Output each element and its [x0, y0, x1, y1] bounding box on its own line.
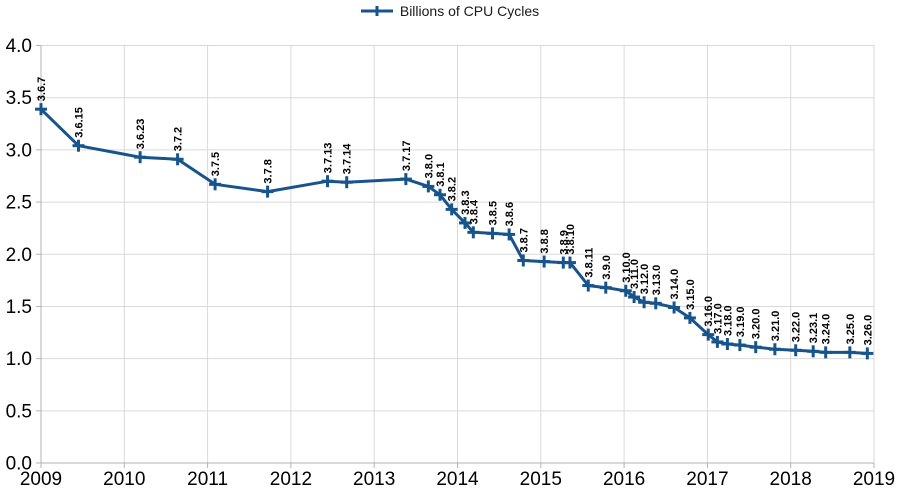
x-axis-label: 2018 [770, 469, 812, 490]
point-marker [702, 328, 715, 341]
point-label: 3.19.0 [735, 307, 747, 338]
x-axis-label: 2017 [686, 469, 728, 490]
y-axis-label: 1.0 [6, 349, 32, 370]
x-axis-label: 2009 [20, 469, 62, 490]
y-axis-label: 2.5 [6, 193, 32, 214]
point-label: 3.14.0 [669, 269, 681, 300]
point-marker [467, 226, 480, 239]
point-label: 3.8.0 [423, 154, 435, 178]
y-axis-label: 2.0 [6, 245, 32, 266]
point-label: 3.11.0 [629, 259, 641, 289]
point-label: 3.10.0 [621, 252, 633, 283]
x-axis-label: 2011 [187, 469, 228, 490]
point-label: 3.8.1 [435, 162, 447, 186]
point-marker [321, 175, 334, 188]
point-label: 3.8.9 [558, 230, 570, 254]
point-marker [843, 346, 856, 359]
point-marker [538, 255, 551, 268]
point-marker [599, 281, 612, 294]
point-label: 3.8.10 [565, 224, 577, 255]
point-label: 3.13.0 [651, 265, 663, 296]
y-axis-label: 3.0 [6, 140, 32, 161]
point-label: 3.12.0 [639, 264, 651, 295]
point-marker [517, 254, 530, 267]
point-label: 3.7.14 [342, 143, 354, 174]
point-marker [486, 227, 499, 240]
y-axis-label: 1.5 [6, 297, 32, 318]
y-axis-label: 4.0 [6, 36, 32, 57]
point-label: 3.6.15 [74, 107, 86, 138]
point-marker [422, 180, 435, 193]
point-marker [711, 335, 724, 348]
point-label: 3.23.1 [808, 313, 820, 344]
point-label: 3.7.5 [210, 152, 222, 176]
point-marker [399, 173, 412, 186]
point-marker [209, 178, 222, 191]
point-label: 3.15.0 [685, 279, 697, 310]
point-marker [35, 103, 47, 116]
x-axis-label: 2015 [520, 469, 562, 490]
point-label: 3.7.13 [323, 143, 335, 174]
point-marker [503, 228, 516, 241]
point-label: 3.8.5 [488, 201, 500, 225]
point-marker [721, 338, 734, 351]
x-axis-label: 2016 [603, 469, 645, 490]
point-marker [72, 139, 85, 152]
point-label: 3.7.17 [401, 141, 413, 172]
point-marker [171, 153, 184, 166]
point-label: 3.8.7 [518, 228, 530, 252]
point-label: 3.22.0 [791, 312, 803, 343]
point-marker [445, 203, 458, 216]
point-marker [768, 343, 781, 356]
point-marker [563, 256, 576, 269]
point-marker [733, 339, 746, 352]
point-marker [261, 185, 274, 198]
point-label: 3.16.0 [703, 296, 715, 327]
point-label: 3.7.2 [173, 127, 185, 151]
point-label: 3.8.8 [539, 229, 551, 253]
point-label: 3.6.23 [135, 119, 147, 150]
point-marker [649, 297, 662, 310]
point-label: 3.24.0 [821, 314, 833, 345]
y-axis-label: 0.0 [6, 454, 32, 475]
point-marker [683, 311, 696, 324]
point-marker [628, 291, 641, 304]
point-marker [638, 296, 651, 309]
point-label: 3.20.0 [751, 309, 763, 340]
y-axis-label: 3.5 [6, 88, 32, 109]
point-label: 3.8.4 [468, 199, 480, 224]
point-marker [668, 301, 681, 314]
point-marker [807, 345, 820, 358]
point-label: 3.7.8 [263, 159, 275, 183]
x-axis-label: 2019 [853, 469, 895, 490]
point-marker [458, 216, 471, 229]
point-marker [819, 346, 832, 359]
point-marker [749, 341, 762, 354]
point-marker [340, 176, 353, 189]
point-label: 3.8.11 [583, 248, 595, 278]
point-marker [134, 151, 147, 164]
x-axis-label: 2010 [103, 469, 145, 490]
point-marker [789, 344, 802, 357]
point-label: 3.26.0 [862, 315, 874, 346]
point-marker [861, 347, 874, 360]
point-label: 3.6.7 [36, 77, 48, 101]
point-label: 3.8.2 [447, 177, 459, 201]
x-axis-label: 2013 [353, 469, 395, 490]
x-axis-label: 2014 [436, 469, 479, 490]
y-axis-label: 0.5 [6, 401, 32, 422]
point-label: 3.8.6 [504, 202, 516, 226]
point-marker [619, 284, 632, 297]
point-label: 3.17.0 [712, 303, 724, 334]
point-label: 3.8.3 [460, 190, 472, 214]
point-marker [582, 279, 595, 292]
point-label: 3.21.0 [770, 311, 782, 342]
point-label: 3.9.0 [601, 255, 613, 279]
point-label: 3.18.0 [722, 305, 734, 336]
point-label: 3.25.0 [845, 314, 857, 345]
x-axis-label: 2012 [270, 469, 312, 490]
point-marker [434, 188, 447, 201]
